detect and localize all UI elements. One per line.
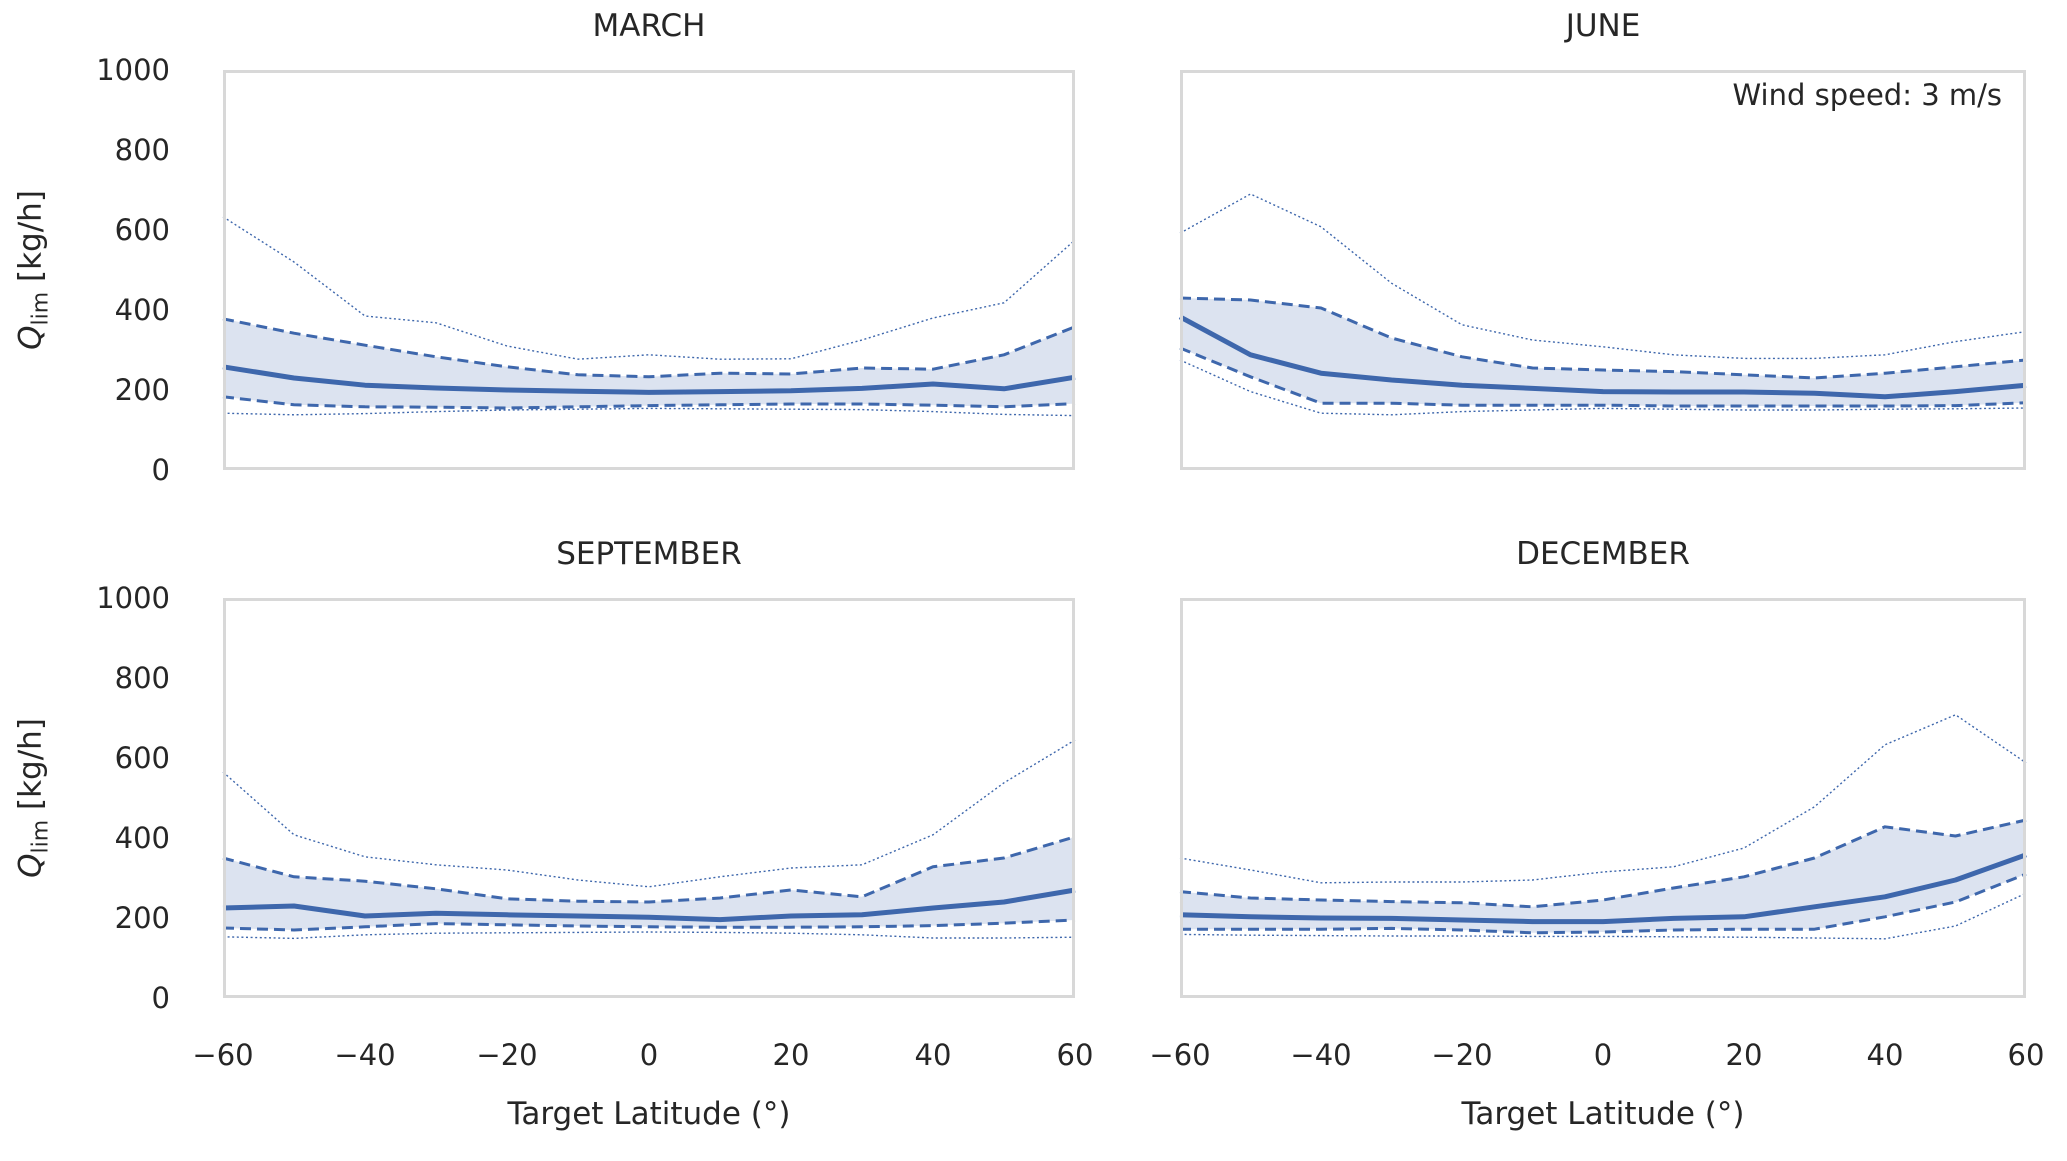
y-tick-label: 400	[114, 821, 170, 855]
y-axis-symbol: Q	[12, 325, 49, 350]
x-tick-label: 20	[1725, 1038, 1763, 1072]
x-tick-label: −20	[1431, 1038, 1493, 1072]
upper-dotted-line-september	[222, 739, 1076, 888]
panel-border	[1180, 598, 2026, 998]
y-tick-label: 800	[114, 661, 170, 695]
y-tick-label: 1000	[96, 53, 170, 87]
panel-border	[1180, 70, 2026, 470]
y-tick-label: 0	[151, 453, 170, 487]
x-tick-label: 20	[772, 1038, 810, 1072]
x-axis-label-left: Target Latitude (°)	[507, 1096, 791, 1132]
chart-march	[222, 70, 1076, 470]
chart-title-september: SEPTEMBER	[556, 536, 742, 572]
chart-title-march: MARCH	[592, 8, 706, 44]
wind-speed-annotation: Wind speed: 3 m/s	[1732, 78, 2003, 112]
median-line-june	[1178, 314, 2027, 400]
chart-september	[222, 598, 1076, 998]
x-tick-label: −40	[1290, 1038, 1352, 1072]
y-tick-label: 200	[114, 901, 170, 935]
y-tick-label: 200	[114, 373, 170, 407]
upper-dotted-line-december	[1179, 714, 2027, 884]
lower-dashed-line-december	[1180, 872, 2027, 935]
x-tick-label: 0	[1593, 1038, 1613, 1072]
chart-title-june: JUNE	[1565, 8, 1641, 44]
median-line-march	[222, 364, 1076, 395]
x-tick-label: 0	[639, 1038, 659, 1072]
x-tick-label: −40	[334, 1038, 396, 1072]
y-tick-label: 800	[114, 133, 170, 167]
lower-dashed-line-march	[222, 395, 1076, 410]
lower-dashed-line-june	[1179, 346, 2027, 408]
y-axis-symbol: Q	[12, 853, 49, 878]
upper-dotted-line-march	[222, 216, 1076, 360]
x-tick-label: 40	[1866, 1038, 1904, 1072]
chart-june	[1178, 70, 2027, 470]
x-tick-label: 60	[1056, 1038, 1094, 1072]
y-tick-label: 600	[114, 741, 170, 775]
x-axis-label-right: Target Latitude (°)	[1461, 1096, 1745, 1132]
lower-dotted-line-december	[1179, 892, 2027, 940]
lower-dotted-line-june	[1179, 359, 2027, 416]
upper-dashed-line-september	[222, 835, 1076, 904]
chart-december	[1179, 598, 2027, 998]
lower-dashed-line-september	[222, 918, 1076, 932]
y-tick-label: 0	[151, 981, 170, 1015]
y-tick-label: 1000	[96, 581, 170, 615]
median-line-september	[222, 887, 1076, 923]
x-tick-label: 60	[2007, 1038, 2045, 1072]
median-line-december	[1179, 852, 2027, 925]
x-tick-label: −60	[192, 1038, 254, 1072]
lower-dotted-line-march	[222, 407, 1076, 417]
y-tick-label: 600	[114, 213, 170, 247]
upper-dashed-line-march	[222, 317, 1076, 379]
panel-border	[223, 70, 1075, 470]
upper-dashed-line-june	[1179, 296, 2027, 380]
chart-title-december: DECEMBER	[1516, 536, 1690, 572]
upper-dotted-line-june	[1179, 193, 2027, 360]
x-tick-label: 40	[914, 1038, 952, 1072]
lower-dotted-line-september	[222, 931, 1076, 940]
y-tick-label: 400	[114, 293, 170, 327]
upper-dashed-line-december	[1179, 818, 2027, 909]
x-tick-label: −20	[476, 1038, 538, 1072]
confidence-band-september	[223, 836, 1075, 930]
x-tick-label: −60	[1149, 1038, 1211, 1072]
panel-border	[223, 598, 1075, 998]
